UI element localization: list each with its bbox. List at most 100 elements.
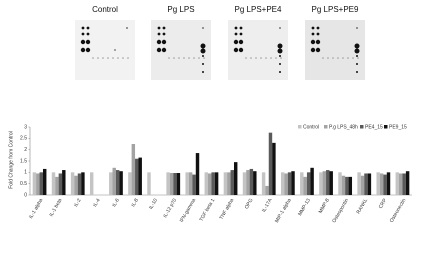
blot-spot xyxy=(173,57,175,59)
bar xyxy=(306,172,311,195)
bar xyxy=(300,172,304,195)
panel-title: Control xyxy=(92,5,118,14)
bar xyxy=(81,172,85,195)
bar xyxy=(233,162,238,195)
legend-label: Control xyxy=(303,124,319,130)
bar xyxy=(249,168,254,195)
blot-spot xyxy=(250,57,252,59)
legend-swatch xyxy=(298,125,302,129)
blot-spot xyxy=(275,57,277,59)
blot-spot xyxy=(316,26,320,30)
bar xyxy=(280,172,285,195)
bar xyxy=(204,172,209,195)
bar xyxy=(169,173,174,195)
blot-spot xyxy=(354,43,360,49)
bar xyxy=(115,170,120,195)
bar xyxy=(246,170,250,195)
blot-spot xyxy=(239,32,243,36)
bar xyxy=(55,176,59,195)
bar xyxy=(128,172,132,195)
panel-title: Pg LPS+PE9 xyxy=(312,5,359,14)
bar xyxy=(138,157,142,195)
blot-spot xyxy=(354,48,360,54)
bar xyxy=(329,171,333,195)
blot-spot xyxy=(352,57,354,59)
bar xyxy=(77,173,82,195)
blot-spot xyxy=(102,57,104,59)
x-tick-label: IL-2 xyxy=(73,197,83,208)
blot-spot xyxy=(203,57,205,59)
bar xyxy=(383,174,387,195)
bar xyxy=(310,167,314,195)
blot-spot xyxy=(162,26,166,30)
y-tick-label: 2.5 xyxy=(20,136,27,142)
x-tick-label: IL-8 xyxy=(130,197,140,208)
bar xyxy=(405,171,410,195)
blot-spot xyxy=(342,57,344,59)
bar xyxy=(39,172,43,195)
y-tick-label: 3 xyxy=(24,124,27,130)
bar xyxy=(242,172,247,195)
blot-spot xyxy=(245,57,247,59)
blot-spot xyxy=(183,57,185,59)
bar xyxy=(214,172,219,195)
bar xyxy=(70,172,75,195)
blot-spot xyxy=(202,55,204,57)
blot-spot xyxy=(234,32,238,36)
blot-spot xyxy=(80,47,86,53)
bar xyxy=(32,172,37,195)
blot-spot xyxy=(277,43,283,49)
bar xyxy=(379,173,384,195)
blot-panels: Control Pg LPS Pg LPS+PE4 Pg LPS+PE9 xyxy=(75,5,365,80)
blot-spot xyxy=(117,57,119,59)
bar xyxy=(261,172,266,195)
blot-spot xyxy=(81,32,85,36)
blot-spot xyxy=(270,57,272,59)
blot-spot xyxy=(85,39,91,45)
blot-spot xyxy=(200,48,206,54)
blot-spot xyxy=(265,57,267,59)
blot-spot xyxy=(356,27,358,29)
x-tick-label: IL-4 xyxy=(92,197,102,208)
y-tick-label: 2 xyxy=(24,147,27,153)
bar xyxy=(147,172,151,195)
legend-swatch xyxy=(360,125,364,129)
bar xyxy=(284,173,288,195)
bar xyxy=(185,172,189,195)
bar xyxy=(230,170,234,195)
blot-spot xyxy=(279,55,281,57)
blot-spot xyxy=(356,71,358,73)
blot-spot xyxy=(356,55,358,57)
legend-label: PE9_15 xyxy=(389,124,407,130)
blot-spot xyxy=(255,57,257,59)
blot-spot xyxy=(279,63,281,65)
x-tick-label: CRP xyxy=(378,197,389,210)
blot-spot xyxy=(161,47,167,53)
bar xyxy=(402,173,406,195)
bar xyxy=(364,173,368,195)
blot-spot xyxy=(168,57,170,59)
blot-spot xyxy=(86,32,90,36)
blot-spot xyxy=(332,57,334,59)
blot-spot xyxy=(200,43,206,49)
blot-spot xyxy=(202,27,204,29)
bar xyxy=(195,153,200,195)
blot-spot xyxy=(97,57,99,59)
blot-spot xyxy=(347,57,349,59)
blot-spot xyxy=(126,27,128,29)
bar xyxy=(62,170,66,195)
blot-spot xyxy=(107,57,109,59)
blot-spot xyxy=(311,32,315,36)
x-tick-label: OPG xyxy=(244,198,255,211)
legend-swatch xyxy=(324,125,328,129)
bar xyxy=(253,171,257,195)
blot-spot xyxy=(310,39,316,45)
bar xyxy=(360,175,365,195)
blot-spot xyxy=(322,57,324,59)
blot-spot xyxy=(277,48,283,54)
bar xyxy=(319,172,323,195)
y-tick-label: 0.5 xyxy=(20,181,27,187)
blot-spot xyxy=(337,57,339,59)
